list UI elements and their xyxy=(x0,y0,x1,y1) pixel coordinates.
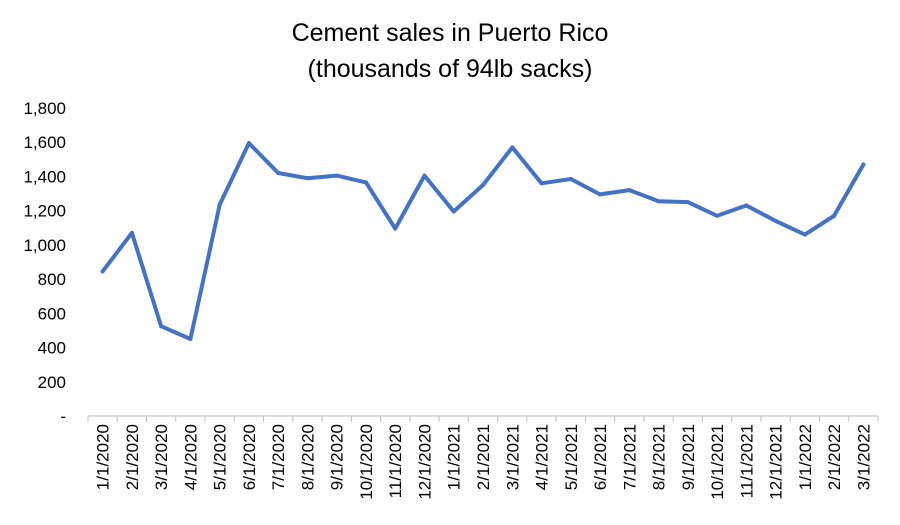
x-tick-label: 6/1/2020 xyxy=(240,424,259,490)
x-tick-label: 11/1/2021 xyxy=(737,424,756,498)
chart-title: Cement sales in Puerto Rico xyxy=(292,19,609,47)
data-point xyxy=(129,230,134,235)
x-tick-label: 5/1/2021 xyxy=(562,424,581,490)
data-point xyxy=(510,145,515,150)
x-tick-label: 2/1/2020 xyxy=(123,424,142,490)
y-tick-label: 1,000 xyxy=(23,236,66,255)
data-point xyxy=(188,337,193,341)
data-point xyxy=(100,269,105,274)
y-tick-label: 800 xyxy=(38,270,66,289)
x-tick-label: 7/1/2020 xyxy=(269,424,288,490)
x-tick-label: 4/1/2020 xyxy=(181,424,200,490)
data-point xyxy=(246,141,251,146)
y-tick-label: 1,400 xyxy=(23,167,66,186)
x-tick-label: 10/1/2021 xyxy=(708,424,727,500)
data-point xyxy=(744,203,749,208)
y-tick-label: 1,200 xyxy=(23,202,66,221)
data-point xyxy=(451,209,456,214)
data-point xyxy=(861,162,866,167)
data-point xyxy=(715,213,720,218)
data-point xyxy=(598,192,602,197)
data-point xyxy=(364,180,368,185)
x-tick-label: 8/1/2020 xyxy=(298,424,317,490)
series-layer xyxy=(100,141,866,341)
x-tick-label: 3/1/2021 xyxy=(503,424,522,490)
series-line xyxy=(100,141,866,341)
x-tick-label: 2/1/2022 xyxy=(825,424,844,490)
x-tick-label: 3/1/2022 xyxy=(854,424,873,490)
x-tick-label: 9/1/2020 xyxy=(328,424,347,490)
x-axis xyxy=(87,415,879,422)
data-point xyxy=(481,183,485,187)
x-tick-label: 5/1/2020 xyxy=(211,424,230,490)
data-point xyxy=(217,202,222,207)
y-tick-label: - xyxy=(60,407,66,426)
x-tick-label: 7/1/2021 xyxy=(620,424,639,490)
x-tick-label: 12/1/2020 xyxy=(415,424,434,500)
x-tick-label: 8/1/2021 xyxy=(650,424,669,490)
chart-subtitle: (thousands of 94lb sacks) xyxy=(308,55,593,83)
y-tick-label: 1,800 xyxy=(23,99,66,118)
x-tick-label: 1/1/2022 xyxy=(796,424,815,490)
y-tick-label: 600 xyxy=(38,304,66,323)
y-axis-tick-labels: - 200 400 600 800 1,000 1,200 1,400 1,600 1,800 xyxy=(23,99,66,426)
data-point xyxy=(773,218,778,223)
data-point xyxy=(685,200,690,205)
x-axis-tick-labels: 1/1/2020 2/1/2020 3/1/2020 4/1/2020 5/1/2020… xyxy=(94,424,874,500)
x-tick-label: 9/1/2021 xyxy=(679,424,698,490)
data-point xyxy=(334,173,339,178)
x-tick-label: 1/1/2020 xyxy=(94,424,113,490)
x-tick-label: 12/1/2021 xyxy=(767,424,786,500)
data-point xyxy=(627,188,632,193)
x-tick-label: 1/1/2021 xyxy=(445,424,464,490)
data-point xyxy=(159,324,164,329)
data-point xyxy=(656,199,661,204)
x-tick-label: 2/1/2021 xyxy=(474,424,493,490)
y-tick-label: 400 xyxy=(38,339,66,358)
data-point xyxy=(422,173,427,178)
data-point xyxy=(568,177,573,181)
x-tick-label: 10/1/2020 xyxy=(357,424,376,500)
data-point xyxy=(305,176,310,181)
x-tick-label: 6/1/2021 xyxy=(591,424,610,490)
y-tick-label: 200 xyxy=(38,373,66,392)
data-point xyxy=(802,232,807,237)
x-tick-label: 4/1/2021 xyxy=(533,424,552,490)
data-point xyxy=(276,171,281,175)
data-point xyxy=(393,226,398,231)
x-tick-label: 11/1/2020 xyxy=(386,424,405,498)
y-tick-label: 1,600 xyxy=(23,133,66,152)
data-point xyxy=(539,181,544,186)
x-tick-label: 3/1/2020 xyxy=(152,424,171,490)
data-point xyxy=(832,213,837,218)
